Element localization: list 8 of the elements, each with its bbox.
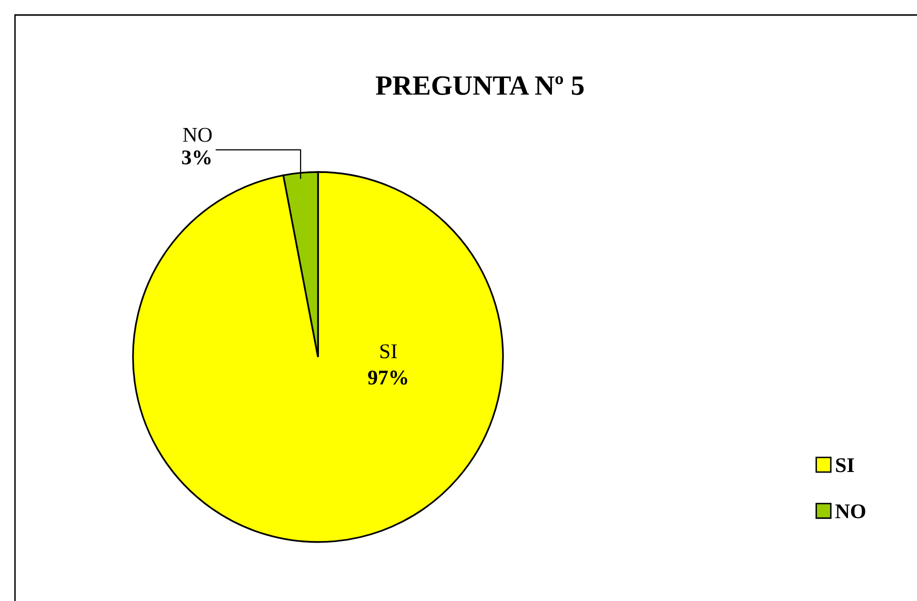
legend-label: SI <box>836 458 854 472</box>
slice-label: SI <box>380 344 397 358</box>
chart-title: PREGUNTA Nº 5 <box>376 76 584 95</box>
legend-label: NO <box>835 504 866 518</box>
slice-label: NO <box>183 128 212 142</box>
data-label: 3% <box>182 150 211 165</box>
pie-slice <box>132 171 504 543</box>
data-label: 97% <box>368 370 408 385</box>
